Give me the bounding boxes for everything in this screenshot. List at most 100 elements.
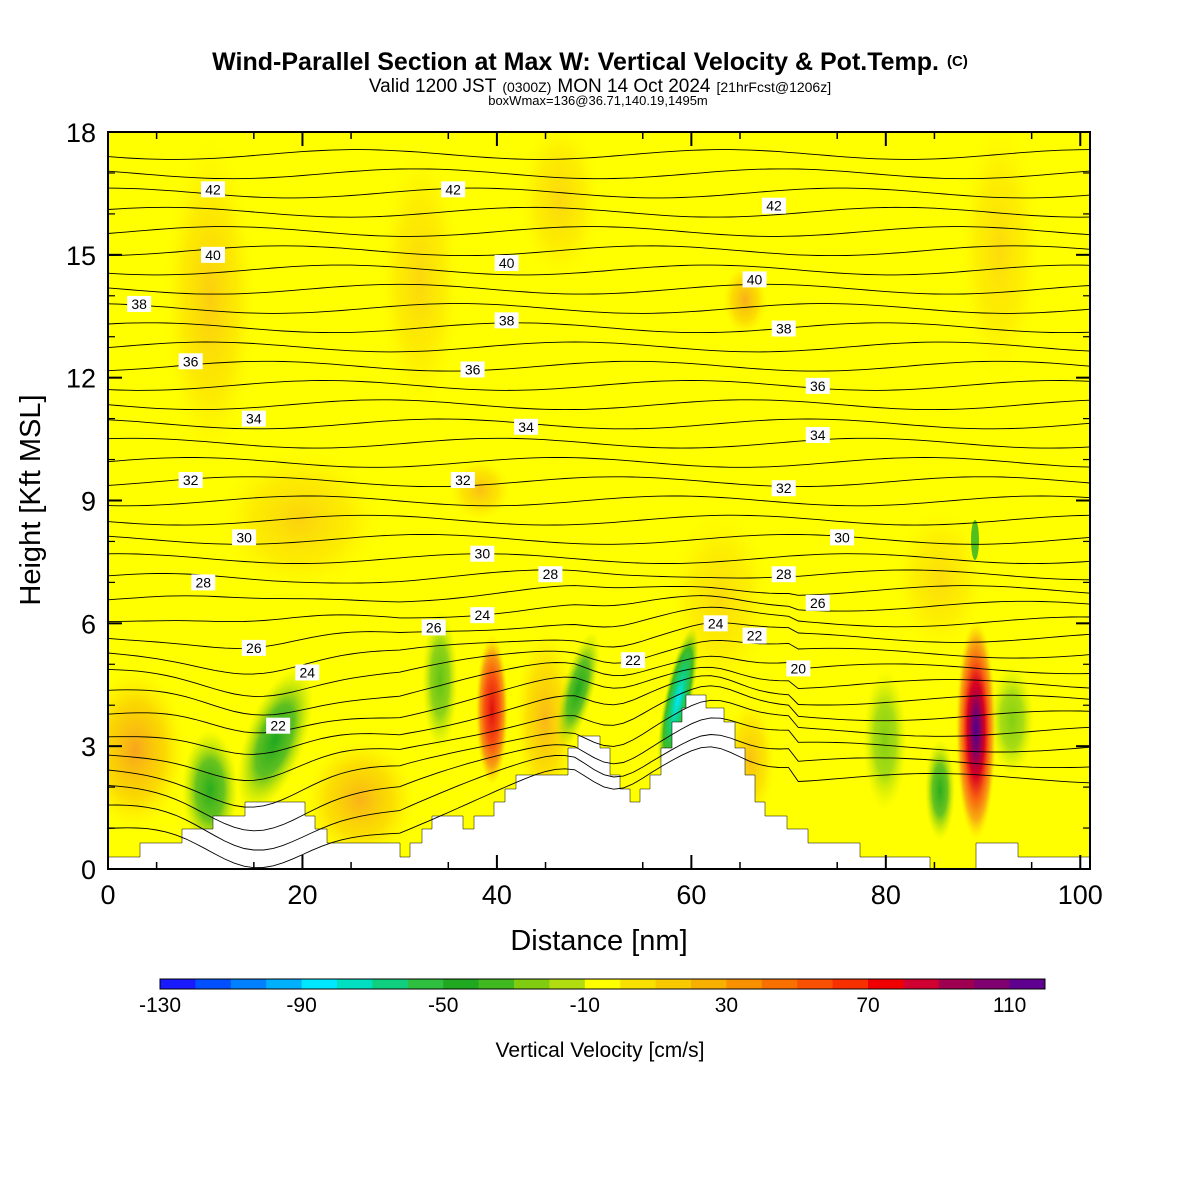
subtitle-fcst: [21hrFcst@1206z]	[717, 79, 832, 95]
colorbar-swatch	[230, 979, 267, 989]
isentrope-line	[108, 595, 1090, 623]
isentrope-label-bg	[805, 426, 830, 443]
colorbar-swatch	[195, 979, 232, 989]
isentrope-label-bg	[771, 320, 796, 337]
y-tick-label: 18	[66, 118, 96, 148]
isentrope-label: 28	[543, 566, 559, 582]
colorbar-swatch	[301, 979, 338, 989]
isentrope-line	[108, 476, 1090, 488]
colorbar-tick-label: -10	[570, 994, 600, 1017]
isentrope-label: 22	[747, 628, 763, 644]
field-layer: 42 42 42 40 40 40 38 38 38 36 36 36 34 34 34 32 32 32 30 30…	[108, 132, 1090, 869]
colorbar-tick-label: -130	[139, 994, 181, 1017]
isentrope-label-bg	[241, 410, 266, 427]
isentrope-line	[108, 746, 1090, 869]
isentrope-label: 32	[776, 480, 792, 496]
isentrope-label-bg	[441, 181, 466, 198]
isentrope-label: 28	[195, 574, 211, 590]
isentrope-label-bg	[127, 295, 152, 312]
isentrope-line	[108, 457, 1090, 468]
isentrope-label-bg	[178, 353, 203, 370]
colorbar-swatch	[584, 979, 621, 989]
isentrope-label: 26	[810, 595, 826, 611]
isentrope-line	[108, 655, 1090, 716]
isentrope-label: 40	[747, 271, 763, 287]
isentrope-label: 26	[246, 640, 262, 656]
x-tick-label: 40	[482, 880, 512, 910]
y-tick-label: 3	[81, 732, 96, 762]
colorbar-swatch	[337, 979, 373, 989]
isentrope-label-bg	[450, 472, 475, 489]
colorbar-swatch	[372, 979, 409, 989]
colorbar-tick-label: -90	[286, 994, 316, 1017]
isentrope-label-bg	[421, 619, 446, 636]
isentrope-label-bg	[830, 529, 855, 546]
colorbar-swatch	[903, 979, 940, 989]
isentrope-label: 30	[834, 529, 850, 545]
isentrope-line	[108, 206, 1090, 218]
isentrope-label: 30	[236, 529, 252, 545]
isentrope-label-bg	[295, 664, 320, 681]
chart-subtitle: Valid 1200 JST (0300Z) MON 14 Oct 2024 [21h…	[369, 76, 831, 97]
isentrope-line	[108, 639, 1090, 697]
isentrope-label: 42	[445, 181, 461, 197]
isentrope-label: 22	[270, 718, 286, 734]
isentrope-line	[108, 360, 1090, 372]
y-tick-label: 6	[81, 609, 96, 639]
isentrope-labels: 42 42 42 40 40 40 38 38 38 36 36 36 34 34 34 32 32 32 30 30…	[127, 181, 855, 734]
colorbar-swatch	[478, 979, 515, 989]
isentrope-label: 32	[183, 472, 199, 488]
isentrope-line	[108, 437, 1090, 449]
colorbar-swatch	[761, 979, 798, 989]
subtitle-valid: Valid 1200 JST	[369, 76, 497, 97]
x-tick-label: 80	[871, 880, 901, 910]
colorbar-swatch	[832, 979, 869, 989]
isentrope-label: 34	[518, 419, 534, 435]
x-tick-label: 60	[676, 880, 706, 910]
isentrope-label: 36	[465, 361, 481, 377]
isentrope-line	[108, 514, 1090, 526]
isentrope-line	[108, 734, 1090, 851]
isentrope-label: 38	[776, 321, 792, 337]
colorbar-tick-label: 70	[856, 994, 879, 1017]
isentrope-line	[108, 341, 1090, 353]
isentrope-line	[108, 717, 1090, 832]
isentrope-label-bg	[771, 566, 796, 583]
isentrope-label: 42	[205, 181, 221, 197]
colorbar-swatch	[868, 979, 904, 989]
isentrope-label: 34	[246, 411, 262, 427]
isentrope-label-bg	[178, 472, 203, 489]
x-axis-label: Distance [nm]	[510, 925, 687, 957]
isentrope-line	[108, 303, 1090, 314]
y-axis-label: Height [Kft MSL]	[15, 394, 47, 605]
isentrope-label: 20	[791, 660, 807, 676]
isentrope-line	[108, 283, 1090, 295]
isentrope-label-bg	[470, 607, 495, 624]
subtitle-date: MON 14 Oct 2024	[557, 76, 711, 97]
isentrope-label: 28	[776, 566, 792, 582]
isentrope-line	[108, 569, 1090, 584]
y-tick-label: 0	[81, 855, 96, 885]
colorbar-swatch	[797, 979, 834, 989]
isentrope-label: 24	[300, 664, 316, 680]
chart-title: Wind-Parallel Section at Max W: Vertical…	[212, 48, 968, 76]
isentrope-label: 42	[766, 198, 782, 214]
chart-title-text: Wind-Parallel Section at Max W: Vertical…	[212, 48, 939, 76]
isentrope-line	[108, 606, 1090, 649]
isentrope-line	[108, 149, 1090, 160]
isentrope-label-bg	[621, 652, 646, 669]
isentrope-label: 36	[810, 378, 826, 394]
isentrope-line	[108, 699, 1090, 808]
isentrope-line	[108, 399, 1090, 411]
isentrope-line	[108, 685, 1090, 781]
isentrope-line	[108, 495, 1090, 507]
isentrope-label: 32	[455, 472, 471, 488]
colorbar-swatch	[549, 979, 586, 989]
colorbar-frame	[159, 978, 1046, 990]
colorbar-swatch	[974, 979, 1011, 989]
subtitle-utc: (0300Z)	[502, 79, 551, 95]
colorbar-swatch	[266, 979, 303, 989]
isentrope-label-bg	[762, 197, 787, 214]
